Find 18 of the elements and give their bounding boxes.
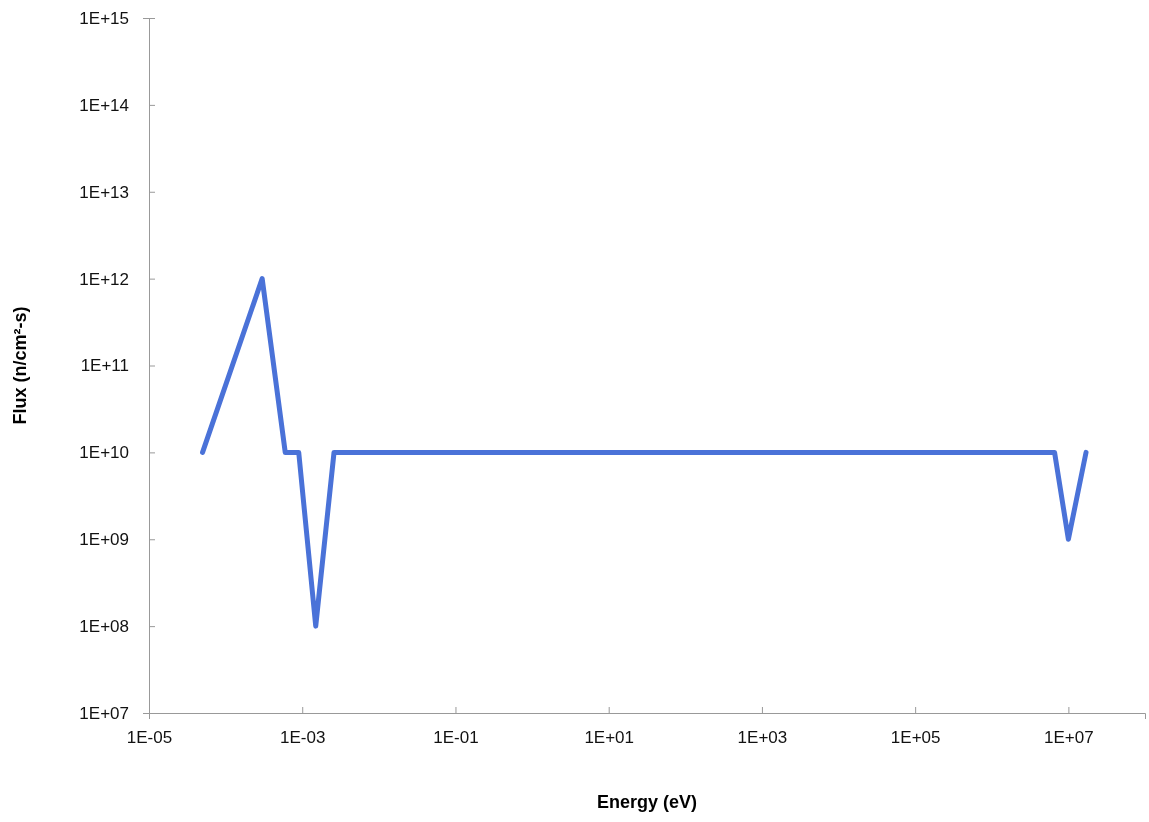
x-tick-label: 1E-01 xyxy=(433,728,479,748)
x-tick-label: 1E+07 xyxy=(1044,728,1094,748)
y-tick-label: 1E+12 xyxy=(79,269,129,289)
y-tick-label: 1E+11 xyxy=(80,356,129,376)
x-tick-label: 1E+05 xyxy=(890,728,941,748)
y-tick-label: 1E+09 xyxy=(79,530,129,550)
y-tick-label: 1E+13 xyxy=(79,182,129,202)
y-axis-title: Flux (n/cm²-s) xyxy=(10,306,30,425)
x-tick-label: 1E-05 xyxy=(126,728,173,748)
x-tick-label: 1E+03 xyxy=(737,728,788,748)
x-tick-label: 1E+01 xyxy=(584,728,635,748)
y-tick-label: 1E+07 xyxy=(79,703,129,723)
x-axis-title: Energy (eV) xyxy=(596,792,698,812)
y-tick-label: 1E+08 xyxy=(79,617,129,637)
y-tick-label: 1E+10 xyxy=(79,443,129,463)
y-tick-label: 1E+14 xyxy=(79,95,129,115)
x-tick-label: 1E-03 xyxy=(280,728,326,748)
y-tick-label: 1E+15 xyxy=(79,8,129,28)
